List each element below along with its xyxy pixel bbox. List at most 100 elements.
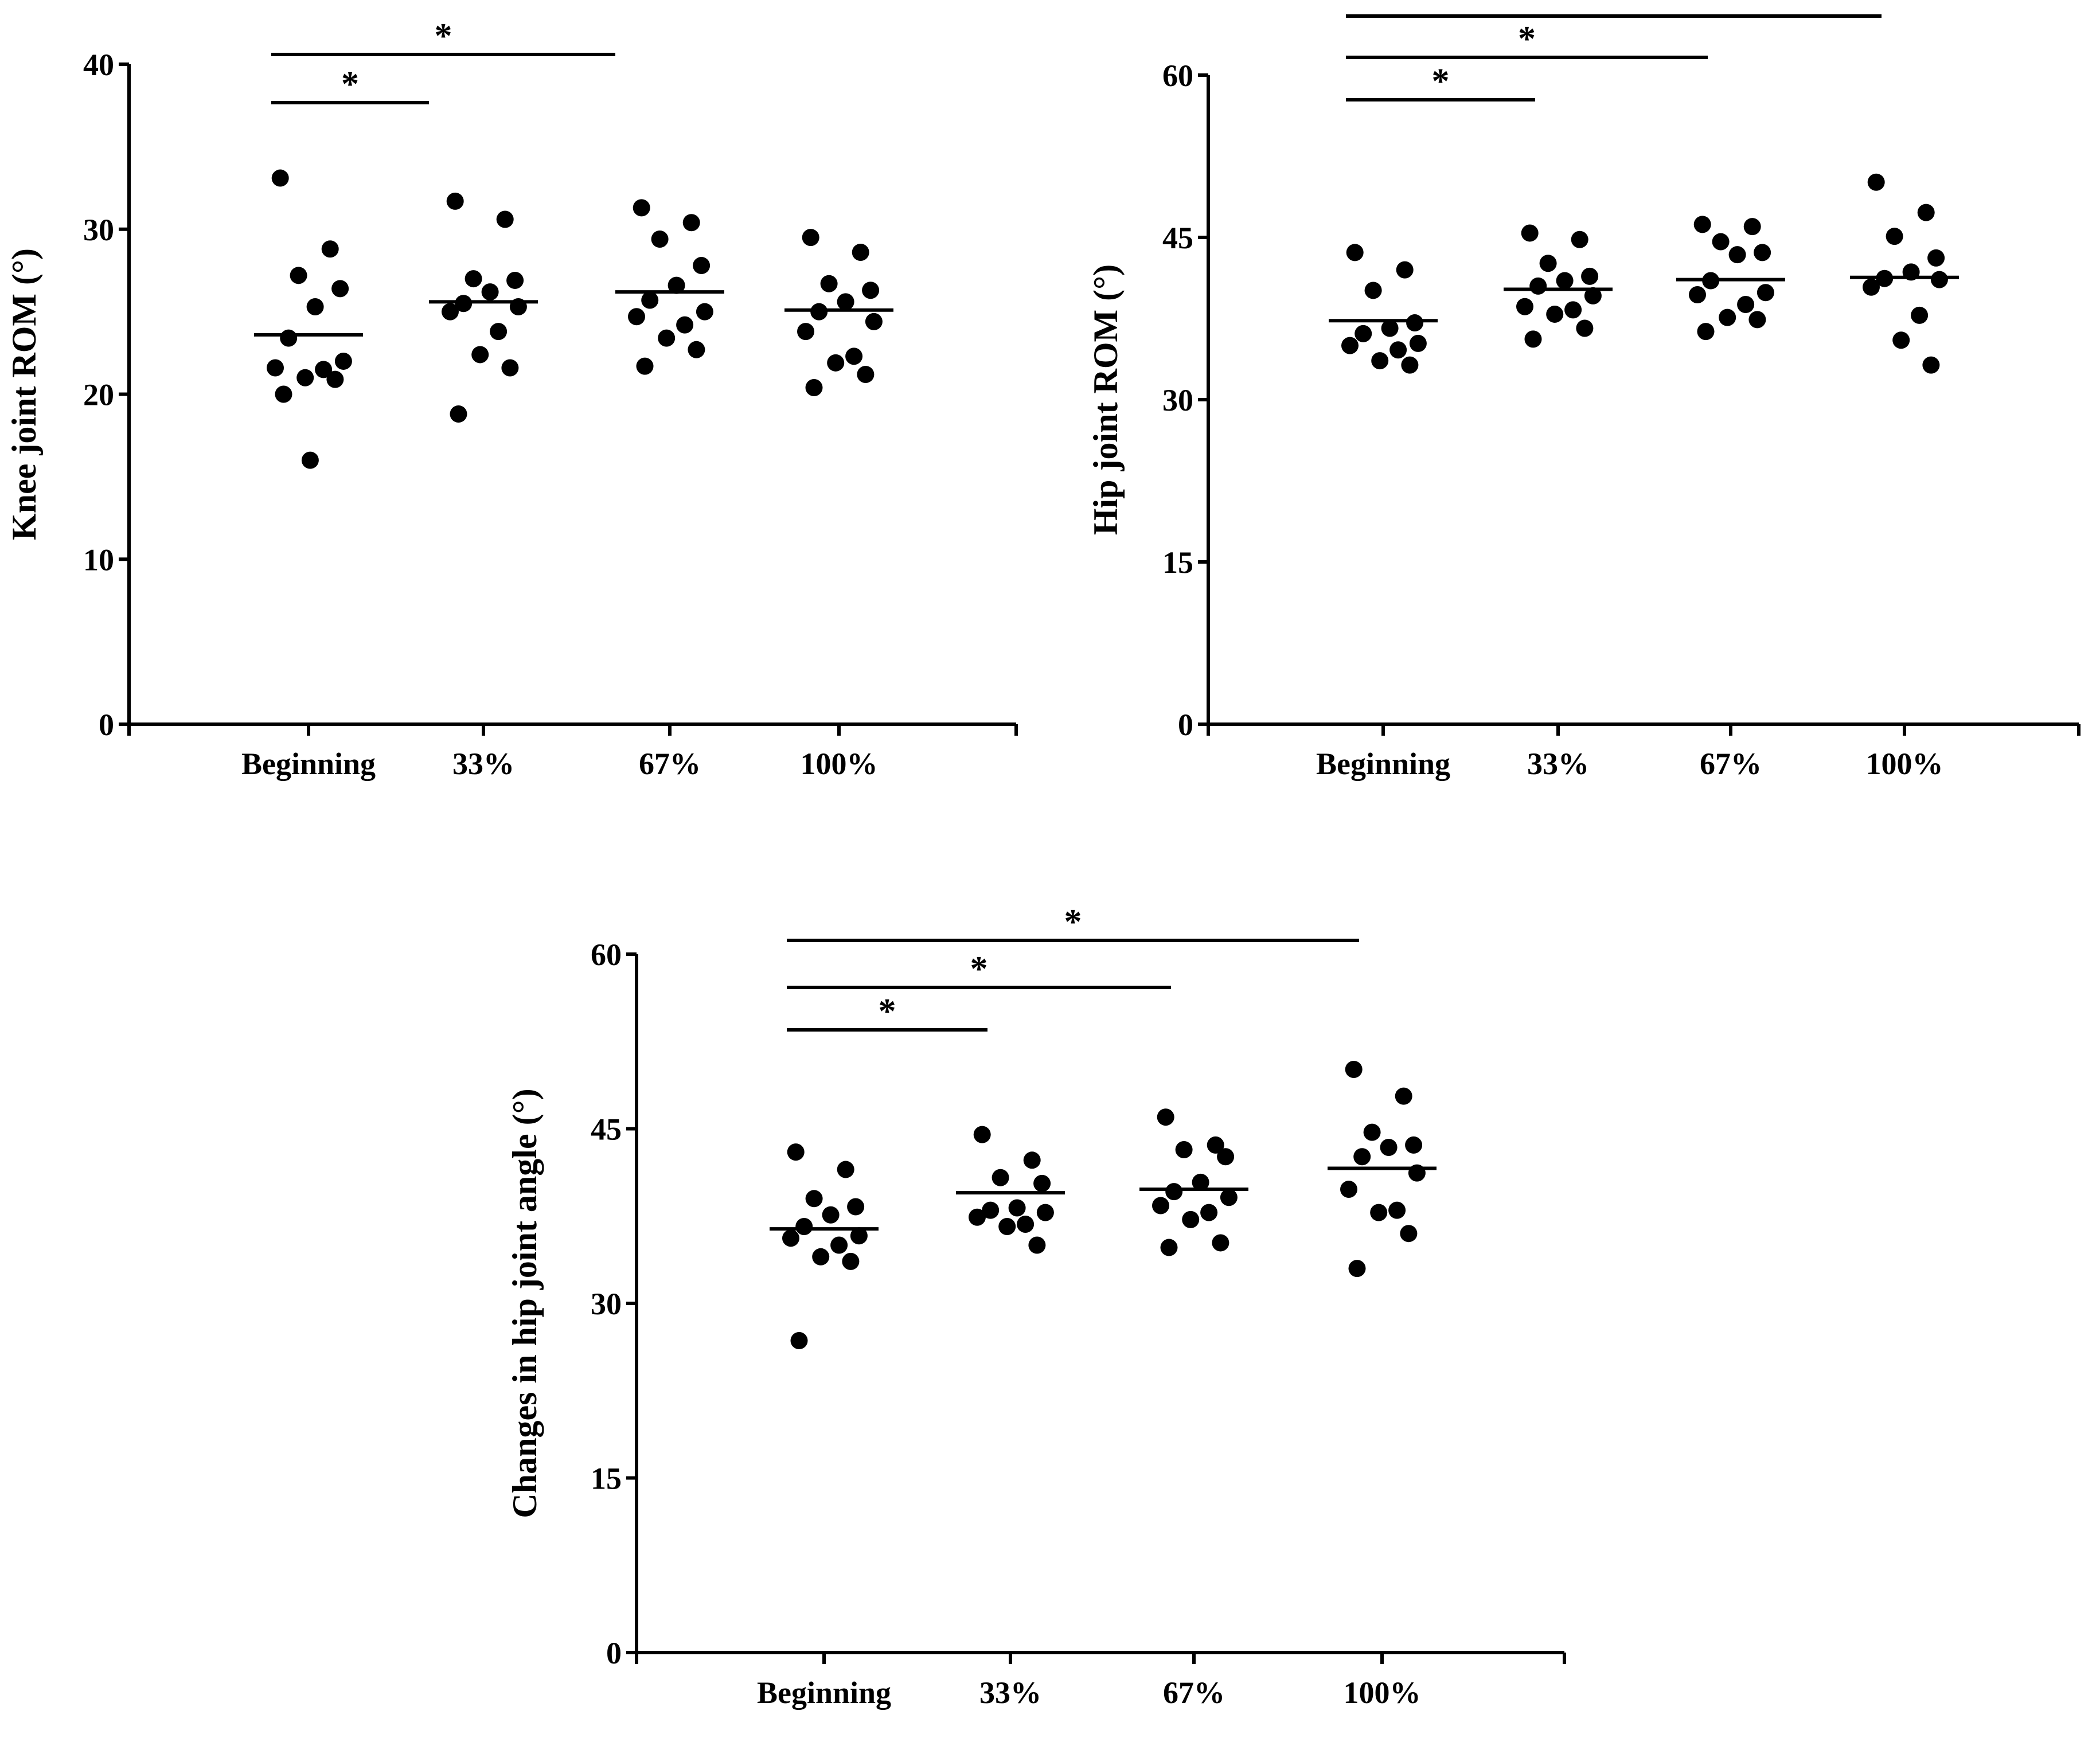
data-point <box>331 280 349 298</box>
y-tick-label: 0 <box>1178 708 1193 742</box>
data-point <box>1381 319 1399 337</box>
data-point <box>1157 1108 1174 1126</box>
x-tick-label: 67% <box>639 747 701 781</box>
y-tick-label: 0 <box>606 1636 622 1670</box>
data-point <box>1571 231 1588 248</box>
y-tick-label: 30 <box>591 1287 622 1321</box>
significance-star: * <box>970 950 988 989</box>
data-point <box>1576 319 1594 337</box>
data-point <box>1033 1174 1051 1192</box>
data-point <box>1886 228 1903 245</box>
data-point <box>1152 1197 1169 1214</box>
data-point <box>1395 1087 1412 1105</box>
y-tick-label: 20 <box>83 378 114 412</box>
data-point <box>1036 1204 1054 1221</box>
data-point <box>862 282 880 299</box>
data-point <box>633 199 650 217</box>
data-point <box>676 316 694 334</box>
y-axis-title: Changes in hip joint angle (°) <box>506 1088 544 1518</box>
data-point <box>1363 1123 1381 1141</box>
data-point <box>790 1331 808 1349</box>
data-point <box>668 276 685 294</box>
data-point <box>481 283 499 301</box>
data-point <box>1217 1148 1235 1166</box>
significance-star: * <box>1605 0 1623 17</box>
data-point <box>1867 173 1885 191</box>
y-axis-title: Hip joint ROM (°) <box>1087 264 1125 535</box>
significance-star: * <box>341 65 359 104</box>
data-point <box>1345 1060 1363 1078</box>
data-point <box>1388 1201 1406 1219</box>
data-point <box>973 1126 991 1143</box>
data-point <box>1922 356 1940 374</box>
y-tick-label: 30 <box>1162 383 1193 417</box>
data-point <box>1401 356 1419 374</box>
data-point <box>1220 1189 1238 1206</box>
data-point <box>275 385 292 403</box>
data-point <box>852 244 869 261</box>
x-tick-label: 33% <box>979 1675 1041 1710</box>
y-tick-label: 15 <box>1162 545 1193 580</box>
data-point <box>1564 301 1582 319</box>
data-point <box>1346 244 1364 261</box>
y-tick-label: 10 <box>83 542 114 577</box>
data-point <box>1023 1151 1041 1169</box>
data-point <box>857 365 875 383</box>
data-point <box>1182 1210 1200 1228</box>
data-point <box>847 1198 865 1216</box>
data-point <box>1348 1260 1366 1278</box>
data-point <box>446 192 464 210</box>
y-tick-label: 15 <box>591 1462 622 1496</box>
x-tick-label: Beginning <box>241 747 376 781</box>
data-point <box>1400 1225 1418 1243</box>
data-point <box>812 1248 830 1266</box>
knee-rom-chart: 0 10 20 30 40 Beginning 33% 67% 100% Knee joint R… <box>5 17 1018 781</box>
data-point <box>296 369 314 386</box>
data-point <box>1353 1148 1371 1166</box>
data-point <box>651 231 669 248</box>
data-point <box>1911 306 1929 324</box>
data-point <box>850 1227 868 1245</box>
significance-star: * <box>1518 19 1536 58</box>
data-point <box>682 214 700 232</box>
data-point <box>696 303 713 321</box>
data-point <box>1539 255 1557 272</box>
data-point <box>1521 224 1539 242</box>
data-point <box>1863 278 1880 296</box>
data-point <box>837 1161 854 1178</box>
data-point <box>1756 284 1774 302</box>
y-tick-label: 30 <box>83 213 114 247</box>
data-point <box>805 378 823 396</box>
data-point <box>1584 287 1602 304</box>
data-point <box>315 361 333 378</box>
data-point <box>782 1229 799 1247</box>
data-point <box>290 267 307 284</box>
data-point <box>1207 1136 1224 1154</box>
data-point <box>1743 218 1761 236</box>
data-point <box>1712 233 1730 251</box>
data-point <box>306 298 324 315</box>
data-point <box>326 370 344 388</box>
data-point <box>496 210 514 228</box>
data-point <box>1409 334 1427 352</box>
data-point <box>1017 1215 1035 1233</box>
x-tick-label: Beginning <box>1316 747 1450 781</box>
data-point <box>1693 216 1711 233</box>
data-point <box>1529 277 1547 295</box>
data-point <box>628 308 645 326</box>
data-point <box>267 359 284 377</box>
y-tick-label: 45 <box>1162 221 1193 255</box>
data-point <box>1370 1204 1388 1221</box>
data-point <box>1516 298 1533 315</box>
data-point <box>1892 331 1910 349</box>
data-point <box>636 357 654 375</box>
data-point <box>1556 272 1574 290</box>
significance-star: * <box>879 992 896 1031</box>
data-point <box>822 1206 840 1224</box>
significance-star: * <box>1432 62 1450 101</box>
x-tick-label: 67% <box>1700 747 1762 781</box>
data-point <box>830 1236 848 1254</box>
data-point <box>1192 1173 1209 1191</box>
data-point <box>1406 314 1424 332</box>
